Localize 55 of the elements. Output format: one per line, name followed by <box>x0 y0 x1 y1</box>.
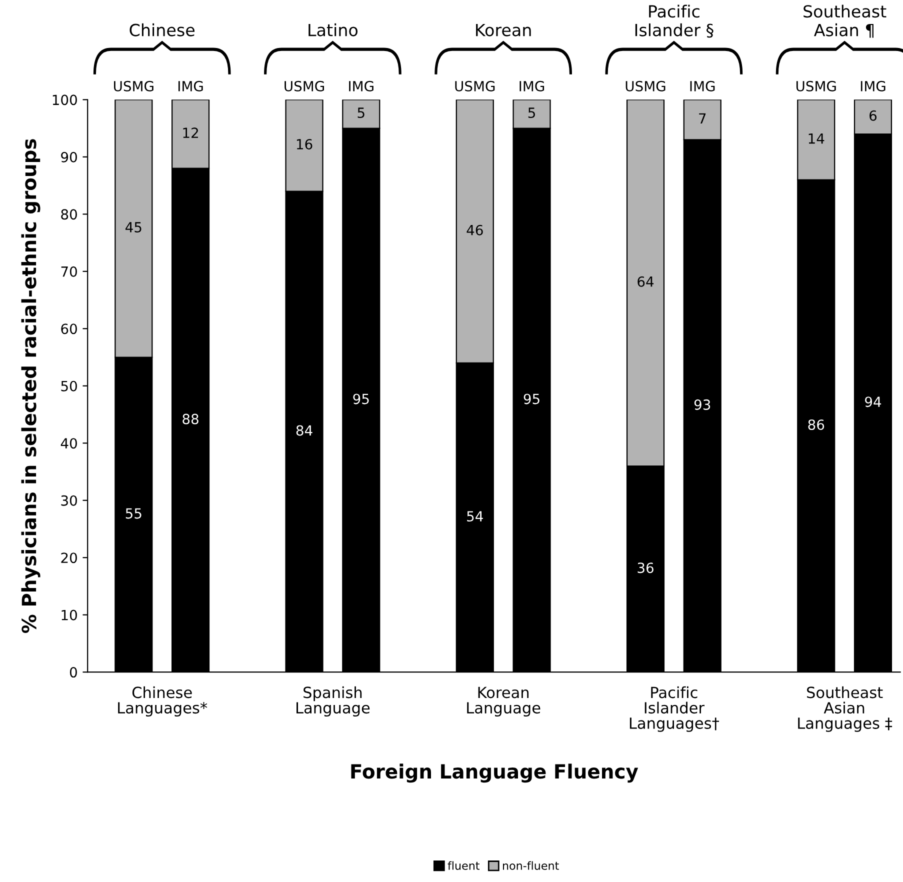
data-label: 12 <box>183 128 198 138</box>
x-tick-label: IMG <box>178 80 203 92</box>
y-tick-label: 30 <box>61 495 77 506</box>
text: Chinese <box>130 23 194 36</box>
data-label: 95 <box>524 394 540 404</box>
y-tick-label: 40 <box>60 438 77 449</box>
data-label: 94 <box>865 396 882 408</box>
y-axis-title: % Physicians in selected racial-ethnic groups <box>21 139 40 633</box>
text: Korean <box>476 24 531 36</box>
data-label: 95 <box>353 394 369 404</box>
x-tick-label: IMG <box>349 80 374 92</box>
data-label: 6 <box>870 110 877 121</box>
data-label: 16 <box>296 138 312 150</box>
text: Latino <box>308 23 358 36</box>
text: Spanish Language <box>296 686 370 717</box>
data-label: 36 <box>638 562 654 574</box>
data-label: 14 <box>808 133 824 144</box>
text: Pacific Islander § <box>635 4 714 38</box>
x-tick-label: USMG <box>455 80 495 92</box>
y-tick-label: 10 <box>62 610 77 620</box>
data-label: 88 <box>182 414 198 424</box>
x-axis-title: Foreign Language Fluency <box>351 764 638 783</box>
data-label: 45 <box>126 222 142 232</box>
text: Southeast Asian ¶ <box>804 4 886 38</box>
data-label: 64 <box>638 276 654 287</box>
y-tick-label: 100 <box>52 94 77 106</box>
data-label: 5 <box>358 108 364 118</box>
x-tick-label: IMG <box>860 80 886 92</box>
x-tick-label: IMG <box>690 80 715 92</box>
x-tick-label: USMG <box>796 80 836 92</box>
text: Korean Language <box>467 686 540 717</box>
legend-label: non-fluent <box>502 861 559 870</box>
data-label: 86 <box>808 419 824 430</box>
data-label: 93 <box>694 399 710 410</box>
x-tick-label: IMG <box>520 80 544 92</box>
y-tick-label: 0 <box>70 667 77 678</box>
data-label: 5 <box>528 108 535 118</box>
data-label: 46 <box>466 224 483 236</box>
x-tick-label: USMG <box>626 80 666 92</box>
y-tick-label: 20 <box>61 552 77 564</box>
text: Chinese Languages* <box>118 686 208 717</box>
data-label: 54 <box>467 511 483 522</box>
legend-label: fluent <box>448 861 480 870</box>
y-tick-label: 80 <box>61 209 77 220</box>
y-tick-label: 70 <box>61 266 77 277</box>
x-tick-label: USMG <box>114 80 154 92</box>
text: Southeast Asian Languages ‡ <box>798 686 892 732</box>
y-tick-label: 50 <box>61 380 77 392</box>
y-tick-label: 60 <box>61 324 77 334</box>
text: Pacific Islander Languages† <box>630 686 720 732</box>
data-label: 84 <box>296 425 312 436</box>
data-label: 55 <box>126 508 142 519</box>
data-label: 7 <box>699 113 706 124</box>
x-tick-label: USMG <box>284 80 324 92</box>
y-tick-label: 90 <box>61 152 77 162</box>
